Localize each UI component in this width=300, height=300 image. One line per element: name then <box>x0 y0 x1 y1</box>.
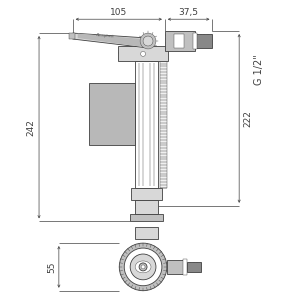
Bar <box>167 260 185 274</box>
Bar <box>195 34 212 48</box>
Circle shape <box>141 265 145 269</box>
Circle shape <box>124 248 162 286</box>
Bar <box>69 33 75 39</box>
Bar <box>131 188 162 200</box>
Bar <box>183 259 187 275</box>
Bar <box>165 31 195 51</box>
Text: 55: 55 <box>47 261 56 273</box>
Bar <box>174 34 184 48</box>
Bar <box>130 214 163 221</box>
Bar <box>187 262 200 272</box>
Circle shape <box>143 36 153 46</box>
Circle shape <box>141 51 146 56</box>
Text: Alcaplast: Alcaplast <box>96 33 115 38</box>
Text: 37,5: 37,5 <box>178 8 199 17</box>
Bar <box>135 200 158 214</box>
Bar <box>160 61 167 188</box>
Polygon shape <box>73 33 148 48</box>
Bar <box>135 227 158 239</box>
Text: G 1/2": G 1/2" <box>254 54 264 85</box>
Bar <box>88 82 135 145</box>
Text: 105: 105 <box>110 8 128 17</box>
Bar <box>193 33 196 49</box>
Text: 242: 242 <box>26 119 35 136</box>
Circle shape <box>139 263 147 271</box>
Bar <box>135 61 158 188</box>
Circle shape <box>130 254 156 280</box>
Bar <box>118 46 168 61</box>
Circle shape <box>140 33 156 49</box>
Circle shape <box>119 243 167 291</box>
Text: 222: 222 <box>243 110 252 127</box>
Polygon shape <box>78 34 143 47</box>
Ellipse shape <box>135 261 151 273</box>
